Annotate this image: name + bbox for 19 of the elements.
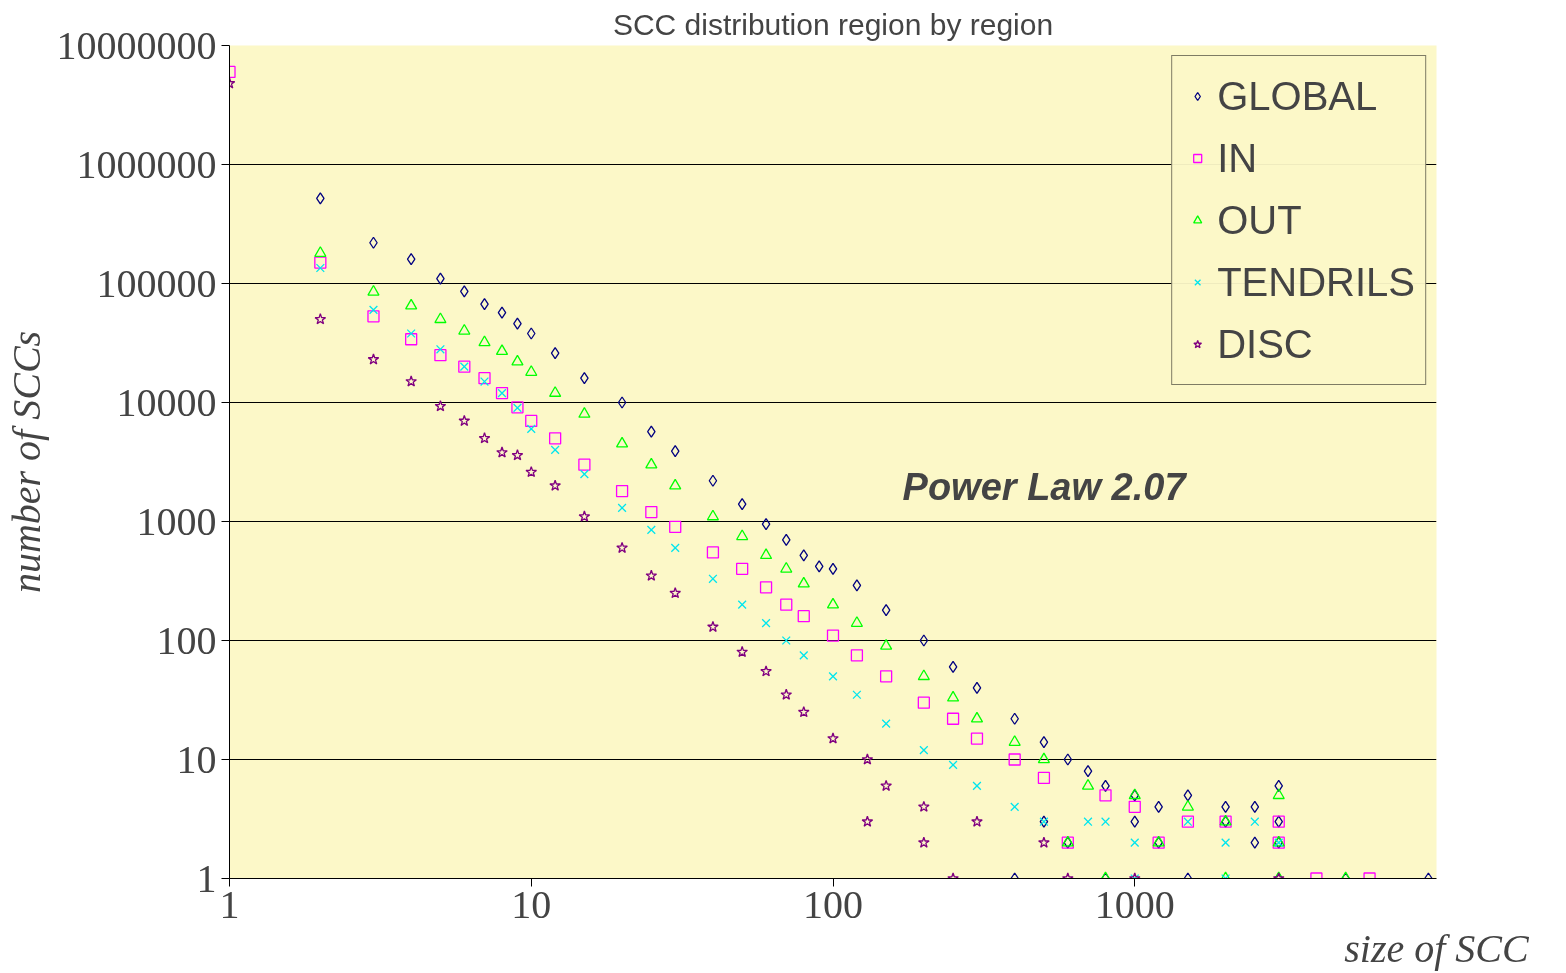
legend-label: TENDRILS (1217, 258, 1415, 306)
y-tick-label: 10 (176, 736, 217, 782)
chart-title: SCC distribution region by region (612, 7, 1054, 41)
legend-label: GLOBAL (1217, 72, 1378, 120)
annotation: Power Law 2.07 (902, 465, 1188, 508)
y-axis-title: number of SCCs (3, 330, 49, 594)
legend-label: OUT (1217, 196, 1302, 244)
legend-label: IN (1217, 134, 1258, 182)
y-tick-label: 1000000 (76, 141, 217, 187)
legend-label: DISC (1217, 320, 1313, 368)
y-tick-label: 10000000 (56, 22, 217, 68)
x-tick-label: 10 (511, 881, 552, 927)
x-axis-title: size of SCC (1344, 925, 1531, 971)
y-tick-label: 100000 (96, 260, 217, 306)
y-tick-label: 1000 (136, 498, 217, 544)
x-tick-label: 1000 (1094, 881, 1175, 927)
x-tick-label: 100 (803, 881, 863, 927)
y-tick-label: 10000 (116, 379, 217, 425)
y-tick-label: 100 (156, 617, 217, 663)
